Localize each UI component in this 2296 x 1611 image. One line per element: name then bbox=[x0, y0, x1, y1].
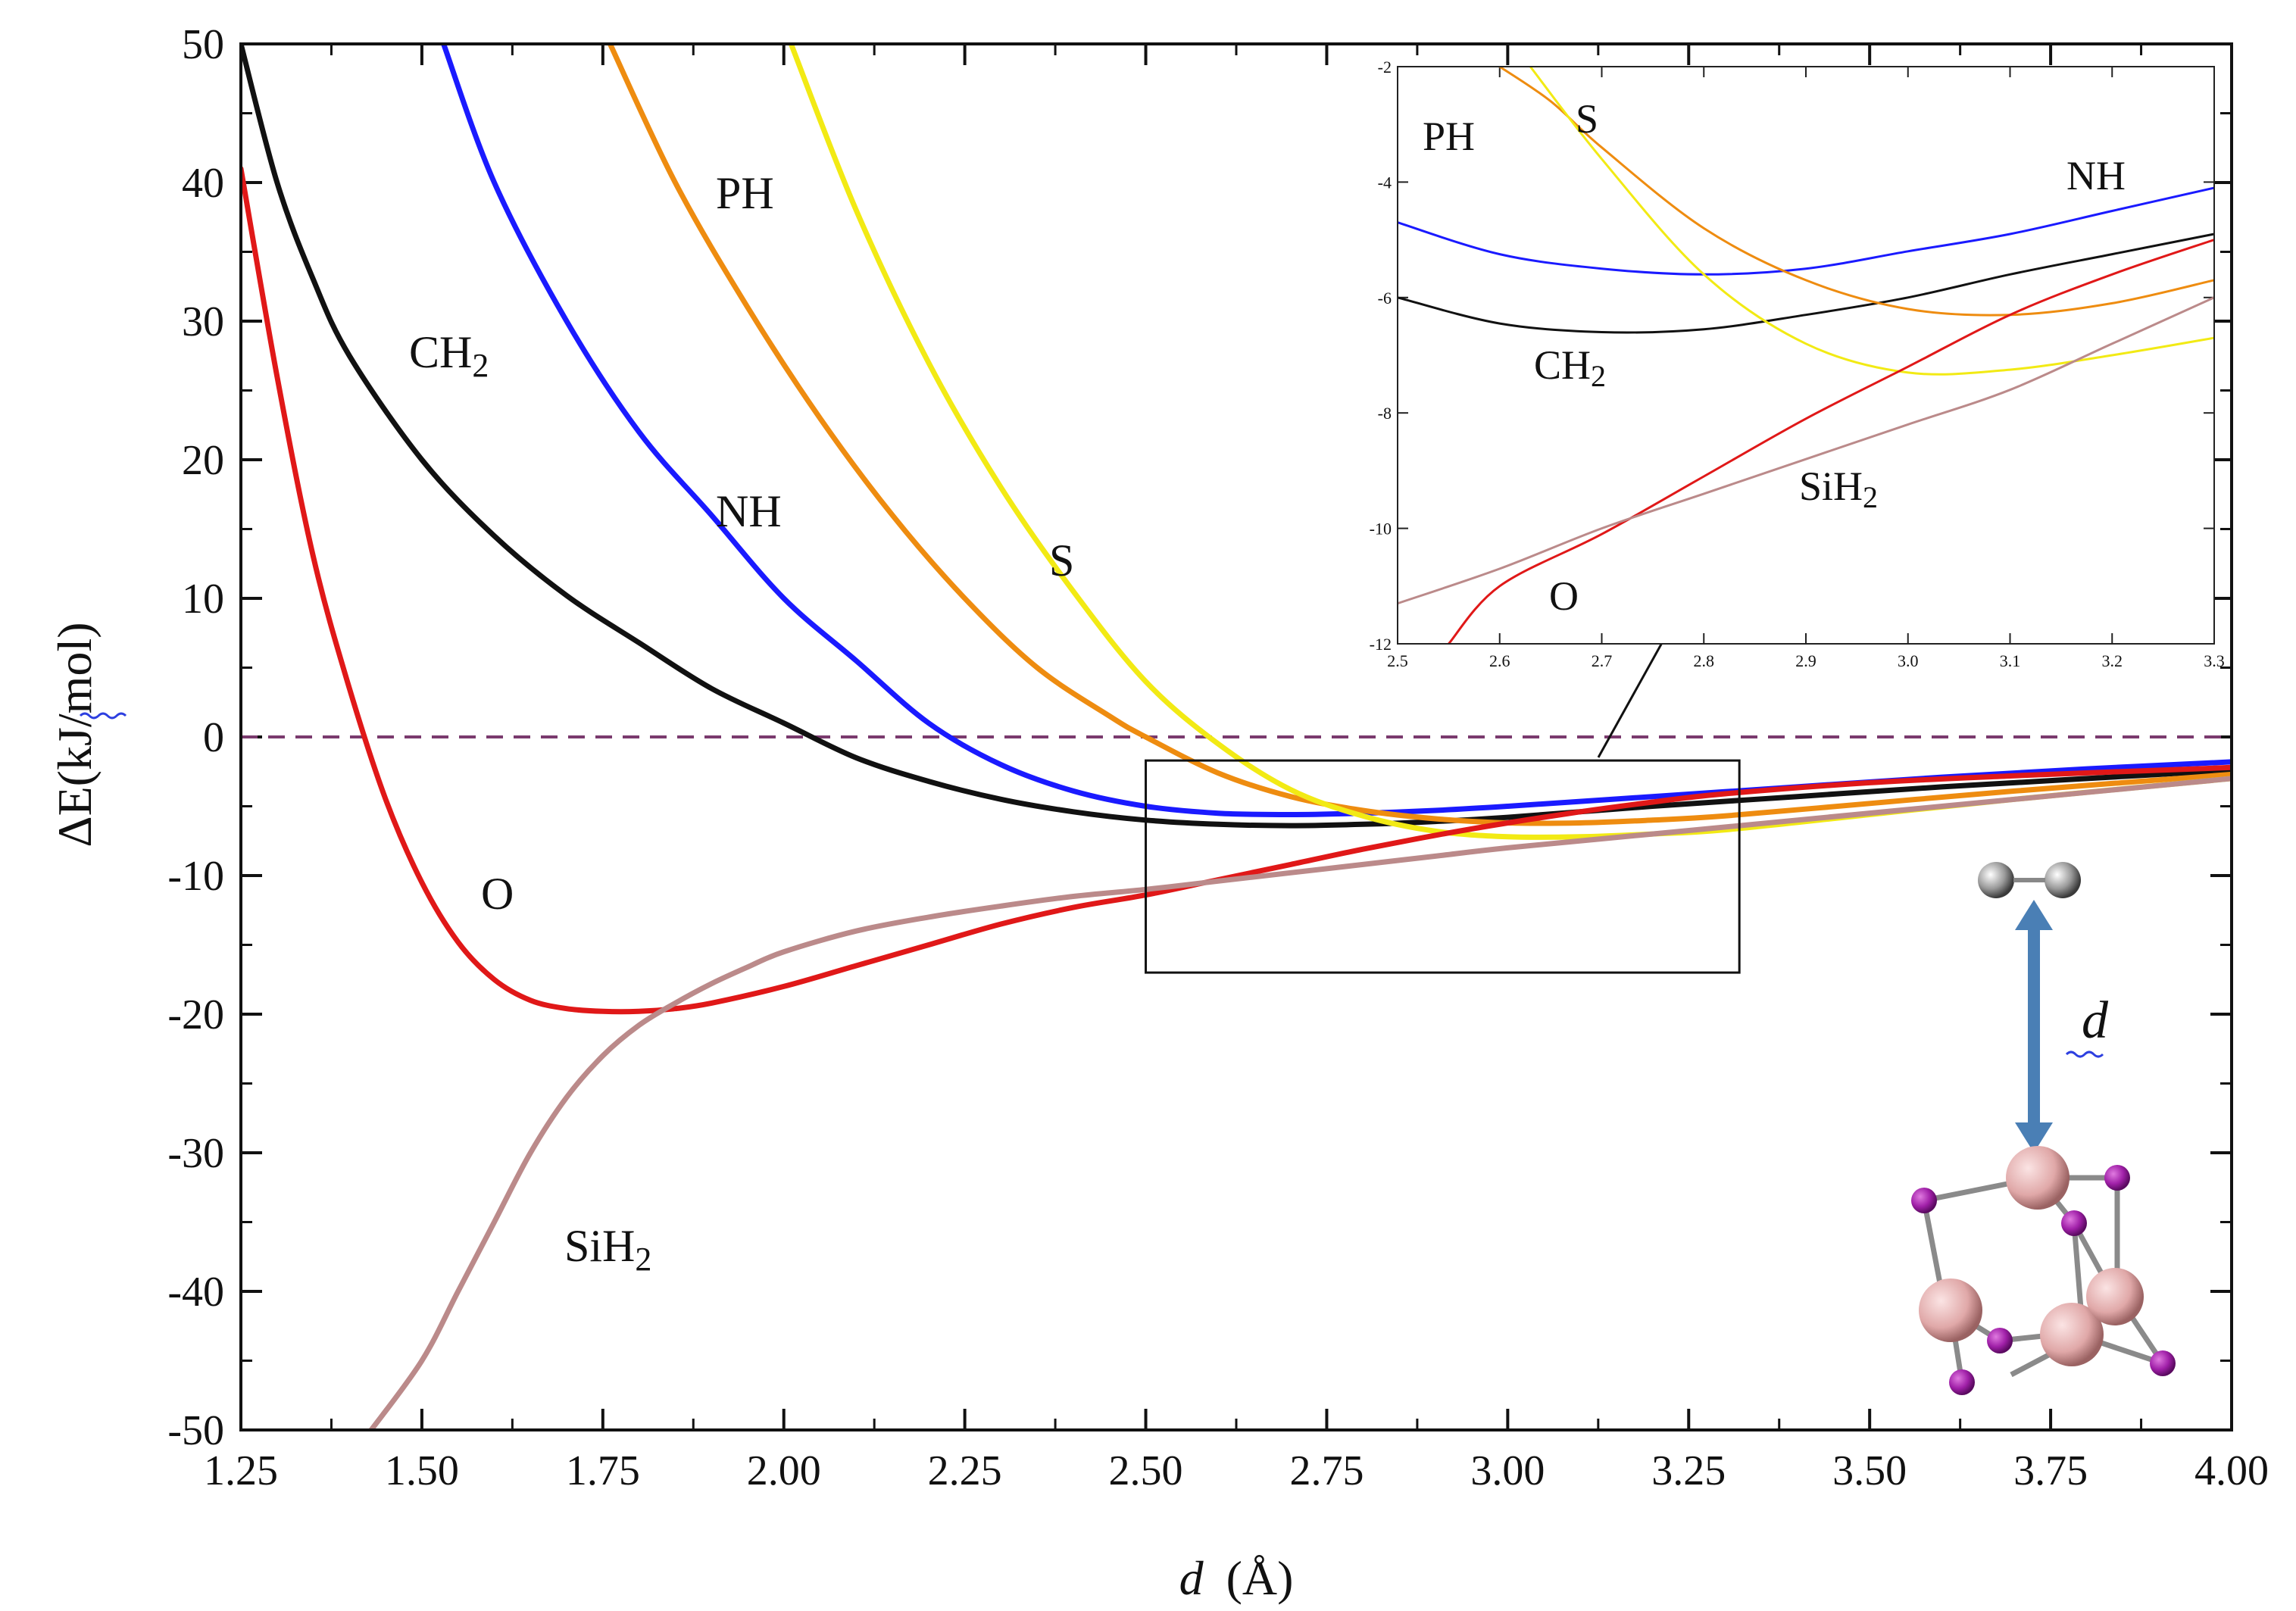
inset-y-tick-label: -4 bbox=[1378, 173, 1392, 192]
main-plot-frame bbox=[239, 42, 2233, 1431]
cluster-atom-right bbox=[2086, 1268, 2144, 1325]
y-axis-title-underline bbox=[79, 712, 127, 720]
inset-y-tick-label: -12 bbox=[1370, 635, 1392, 654]
y-tick-label: 0 bbox=[203, 714, 224, 761]
x-tick-label: 2.25 bbox=[928, 1447, 1002, 1494]
cluster-atom-bottom bbox=[2040, 1303, 2104, 1366]
inset-x-tick-label: 3.0 bbox=[1898, 651, 1919, 670]
y-tick-label: -30 bbox=[167, 1130, 224, 1177]
inset-x-tick-label: 3.2 bbox=[2102, 651, 2123, 670]
y-tick-label: 50 bbox=[182, 21, 224, 68]
y-tick-label: 10 bbox=[182, 576, 224, 623]
x-tick-label: 3.00 bbox=[1470, 1447, 1545, 1494]
inset-x-tick-label: 2.7 bbox=[1592, 651, 1613, 670]
x-tick-label: 4.00 bbox=[2194, 1447, 2269, 1494]
inset-x-tick-label: 3.1 bbox=[2000, 651, 2021, 670]
y-tick-label: -50 bbox=[167, 1407, 224, 1454]
y-tick-label: -20 bbox=[167, 991, 224, 1038]
cluster-dopant-4 bbox=[1987, 1328, 2013, 1353]
inset-frame bbox=[1397, 66, 2215, 645]
inset-label-ph: PH bbox=[1423, 114, 1475, 159]
y-tick-label: 20 bbox=[182, 437, 224, 484]
curve-label-nh: NH bbox=[716, 486, 782, 536]
inset-series-line-sih2 bbox=[1398, 296, 2214, 605]
inset-x-tick-label: 2.6 bbox=[1489, 651, 1510, 670]
h2-atom-right bbox=[2045, 862, 2081, 898]
cluster-dopant-6 bbox=[2150, 1350, 2176, 1376]
inset-series-line-nh bbox=[1398, 186, 2214, 276]
y-tick-label: -10 bbox=[167, 853, 224, 900]
inset-label-o: O bbox=[1549, 573, 1579, 619]
cluster-dopant-2 bbox=[2104, 1165, 2130, 1191]
cluster-atom-left bbox=[1919, 1278, 1982, 1342]
inset-y-tick-label: -6 bbox=[1378, 289, 1392, 308]
main-series-group bbox=[241, 44, 2232, 1430]
y-axis-title: ΔE(kJ/mol) bbox=[48, 622, 102, 847]
x-tick-label: 1.75 bbox=[566, 1447, 640, 1494]
x-tick-label: 3.50 bbox=[1832, 1447, 1907, 1494]
main-curve-labels: CH2 NH PH S O SiH2 bbox=[409, 168, 1074, 1278]
curve-label-s: S bbox=[1049, 535, 1074, 585]
distance-double-arrow bbox=[2015, 900, 2053, 1153]
curve-label-ph: PH bbox=[716, 168, 774, 218]
curve-label-sih2: SiH2 bbox=[564, 1221, 651, 1278]
inset-curve-labels: CH2 NH PH S O SiH2 bbox=[1423, 96, 2126, 619]
inset-label-ch2: CH2 bbox=[1534, 342, 1606, 393]
x-tick-label: 3.25 bbox=[1651, 1447, 1726, 1494]
x-axis-unit: (Å) bbox=[1226, 1551, 1294, 1605]
cluster-atom-top bbox=[2006, 1146, 2070, 1210]
y-tick-label: -40 bbox=[167, 1269, 224, 1316]
inset-tick-labels: 2.5 2.6 2.7 2.8 2.9 3.0 3.1 3.2 3.3 -12 -10 -8 -6 -4 -… bbox=[1370, 58, 2225, 670]
cluster-dopant-1 bbox=[1911, 1188, 1937, 1213]
inset-x-tick-label: 2.8 bbox=[1694, 651, 1715, 670]
inset-series-line-o bbox=[1448, 239, 2214, 644]
inset-background bbox=[1398, 67, 2214, 644]
distance-label: d bbox=[2082, 991, 2109, 1050]
x-tick-label: 3.75 bbox=[2013, 1447, 2088, 1494]
inset-y-tick-label: -8 bbox=[1378, 404, 1392, 423]
curve-label-o: O bbox=[481, 869, 514, 919]
x-tick-label: 2.00 bbox=[747, 1447, 821, 1494]
cluster-dopant-3 bbox=[2061, 1210, 2087, 1236]
molecule-illustration: d bbox=[1911, 862, 2176, 1395]
inset-label-nh: NH bbox=[2066, 153, 2126, 198]
x-tick-label: 1.25 bbox=[204, 1447, 278, 1494]
inset-x-tick-label: 3.3 bbox=[2204, 651, 2225, 670]
x-axis-title: d (Å) bbox=[1179, 1551, 1294, 1605]
series-line-ph bbox=[607, 44, 2232, 826]
inset-series-group bbox=[1398, 67, 2214, 644]
inset-x-tick-label: 2.5 bbox=[1387, 651, 1408, 670]
x-tick-label: 2.50 bbox=[1109, 1447, 1183, 1494]
h2-atom-left bbox=[1978, 862, 2014, 898]
inset-x-tick-label: 2.9 bbox=[1795, 651, 1816, 670]
x-axis-variable: d bbox=[1179, 1551, 1204, 1605]
main-tick-labels: 1.25 1.50 1.75 2.00 2.25 2.50 2.75 3.00 3.25 3.50… bbox=[167, 21, 2269, 1494]
series-line-sih2 bbox=[368, 776, 2232, 1430]
inset-series-line-ph bbox=[1498, 67, 2214, 317]
inset-y-tick-label: -10 bbox=[1370, 520, 1392, 539]
inset-series-line-s bbox=[1529, 67, 2214, 376]
distance-label-underline bbox=[2065, 1051, 2104, 1058]
inset-label-s: S bbox=[1576, 96, 1598, 142]
y-tick-label: 40 bbox=[182, 160, 224, 207]
series-line-o bbox=[241, 166, 2232, 1015]
curve-label-ch2: CH2 bbox=[409, 327, 489, 384]
cluster-dopant-5 bbox=[1949, 1369, 1975, 1395]
x-tick-label: 2.75 bbox=[1289, 1447, 1364, 1494]
inset-series-line-ch2 bbox=[1398, 233, 2214, 334]
zoom-region-box bbox=[1145, 759, 1741, 974]
y-tick-label: 30 bbox=[182, 298, 224, 345]
inset-y-tick-label: -2 bbox=[1378, 58, 1392, 76]
x-tick-label: 1.50 bbox=[385, 1447, 459, 1494]
inset-label-sih2: SiH2 bbox=[1799, 464, 1878, 514]
